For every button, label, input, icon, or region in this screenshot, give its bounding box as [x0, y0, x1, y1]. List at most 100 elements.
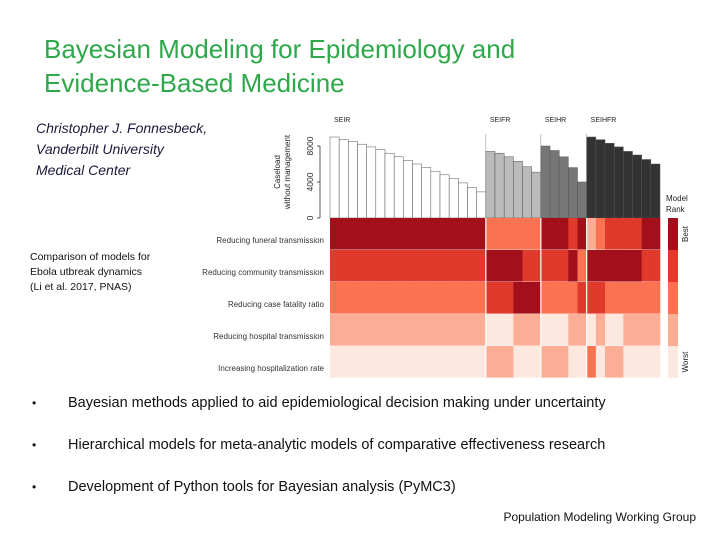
caseload-bar	[357, 143, 367, 219]
caseload-bar	[577, 181, 587, 219]
rank-cell	[348, 218, 358, 250]
rank-cell	[430, 218, 441, 250]
caseload-bar	[641, 159, 652, 219]
caseload-bar	[531, 171, 542, 219]
rank-cell	[339, 346, 349, 378]
rank-cell	[467, 250, 477, 282]
rank-cell	[540, 346, 551, 378]
bullet-item: • Hierarchical models for meta-analytic …	[26, 432, 706, 474]
rank-cell	[449, 346, 459, 378]
y-axis-label: without management	[283, 134, 292, 210]
rank-cell	[357, 218, 367, 250]
rank-cell	[577, 250, 587, 282]
rank-cell	[495, 282, 505, 314]
rank-cell	[449, 314, 459, 346]
rank-cell	[421, 250, 432, 282]
rank-cell	[430, 346, 441, 378]
rank-cell	[330, 346, 340, 378]
caseload-bar	[595, 139, 606, 219]
caseload-bar	[558, 156, 569, 219]
rank-cell	[540, 282, 551, 314]
rank-cell	[614, 218, 624, 250]
rank-cell	[614, 282, 624, 314]
rank-cell	[495, 314, 505, 346]
model-comparison-figure: 0 4000 8000 Caseload without management SEIR S…	[202, 117, 690, 379]
rank-cell	[513, 218, 523, 250]
rank-cell	[385, 314, 395, 346]
rank-cell	[385, 346, 395, 378]
rank-cell	[476, 346, 487, 378]
rank-cell	[458, 346, 468, 378]
rank-cell	[632, 250, 642, 282]
rank-cell	[339, 282, 349, 314]
bullet-icon: •	[32, 396, 37, 410]
rank-cell	[641, 250, 652, 282]
rank-cell	[531, 282, 542, 314]
intervention-label: Increasing hospitalization rate	[218, 364, 324, 373]
rank-cell	[595, 250, 606, 282]
rank-cell	[623, 314, 633, 346]
rank-cell	[641, 314, 652, 346]
rank-cell	[650, 250, 661, 282]
rank-cell	[586, 218, 597, 250]
rank-cell	[504, 346, 514, 378]
rank-cell	[559, 282, 569, 314]
rank-cell	[522, 314, 532, 346]
author-block: Christopher J. Fonnesbeck, Vanderbilt Un…	[36, 118, 266, 181]
bullet-item: • Development of Python tools for Bayesi…	[26, 474, 706, 516]
caption-line-3: (Li et al. 2017, PNAS)	[30, 281, 132, 293]
caseload-bar	[632, 154, 642, 219]
rank-cell	[449, 250, 459, 282]
rank-cell	[595, 314, 606, 346]
rank-cell	[586, 314, 597, 346]
caption-line-2: Ebola utbreak dynamics	[30, 266, 143, 278]
rank-cell	[550, 250, 560, 282]
rank-cell	[430, 250, 441, 282]
rank-cell	[375, 346, 386, 378]
rank-cell	[650, 218, 661, 250]
rank-cell	[641, 218, 652, 250]
rank-cell	[568, 250, 578, 282]
rank-cell	[412, 218, 422, 250]
rank-cell	[623, 250, 633, 282]
rank-cell	[650, 314, 661, 346]
caseload-bar	[338, 139, 349, 219]
author-affiliation-1: Vanderbilt University	[36, 141, 164, 157]
y-tick-label: 0	[305, 215, 315, 220]
slide-title-line-1: Bayesian Modeling for Epidemiology and	[44, 34, 516, 64]
caseload-bar	[540, 145, 551, 219]
rank-cell	[348, 314, 358, 346]
caseload-bar	[613, 146, 624, 219]
caseload-bar	[403, 160, 413, 219]
rank-cell	[394, 218, 404, 250]
rank-cell	[476, 218, 487, 250]
rank-cell	[394, 346, 404, 378]
legend-label-worst: Worst	[681, 351, 690, 373]
rank-cell	[550, 218, 560, 250]
rank-cell	[495, 346, 505, 378]
bullet-icon: •	[32, 480, 37, 494]
model-group-label: SEIHFR	[591, 117, 617, 124]
caseload-bar	[384, 152, 395, 219]
rank-cell	[586, 346, 597, 378]
rank-cell	[375, 250, 386, 282]
rank-cell	[449, 282, 459, 314]
rank-cell	[559, 314, 569, 346]
rank-cell	[568, 218, 578, 250]
caseload-bar	[393, 156, 404, 219]
rank-cell	[522, 250, 532, 282]
rank-cell	[632, 282, 642, 314]
rank-cell	[330, 282, 340, 314]
rank-cell	[513, 250, 523, 282]
rank-cell	[614, 314, 624, 346]
rank-cell	[522, 218, 532, 250]
rank-cell	[504, 218, 514, 250]
rank-cell	[440, 218, 450, 250]
rank-cell	[623, 218, 633, 250]
y-tick-label: 4000	[305, 172, 315, 191]
rank-cell	[550, 346, 560, 378]
intervention-label: Reducing community transmission	[202, 268, 324, 277]
rank-cell	[412, 346, 422, 378]
rank-cell	[540, 250, 551, 282]
rank-cell	[467, 314, 477, 346]
